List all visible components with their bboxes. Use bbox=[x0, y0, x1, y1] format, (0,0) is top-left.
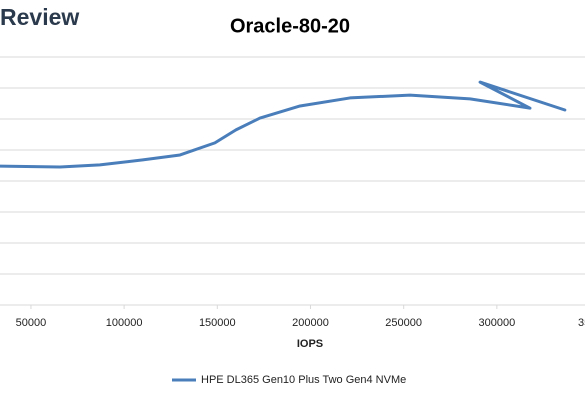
x-tick-label: 150000 bbox=[199, 317, 236, 329]
x-tick-label: 50000 bbox=[16, 317, 47, 329]
watermark: Review bbox=[0, 4, 79, 30]
chart-title: Oracle-80-20 bbox=[230, 15, 350, 37]
x-tick-label: 100000 bbox=[106, 317, 143, 329]
x-tick-label: 250000 bbox=[385, 317, 422, 329]
data-line bbox=[0, 80, 567, 169]
x-tick-label: 350 bbox=[578, 317, 585, 329]
x-axis-title: IOPS bbox=[297, 338, 323, 350]
legend-label: HPE DL365 Gen10 Plus Two Gen4 NVMe bbox=[201, 374, 406, 386]
x-tick-label: 300000 bbox=[478, 317, 515, 329]
x-tick-label: 200000 bbox=[292, 317, 329, 329]
